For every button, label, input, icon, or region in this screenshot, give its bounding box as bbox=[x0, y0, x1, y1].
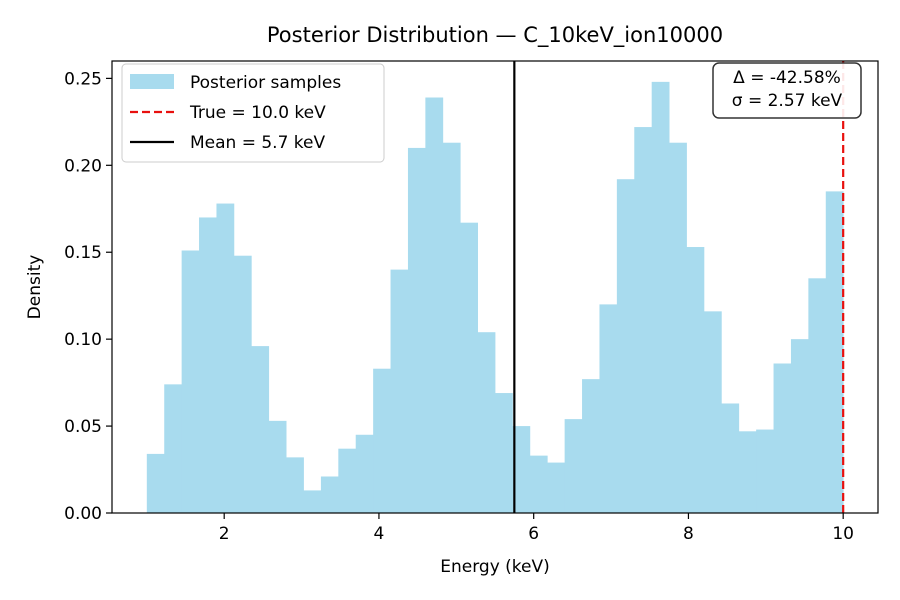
histogram-bar bbox=[634, 127, 653, 514]
histogram-bar bbox=[564, 419, 583, 513]
histogram-bar bbox=[616, 179, 635, 513]
histogram-bar bbox=[303, 490, 322, 513]
histogram-bar bbox=[773, 363, 792, 513]
histogram-bar bbox=[390, 269, 409, 513]
reference-lines bbox=[513, 61, 845, 513]
legend-label-true: True = 10.0 keV bbox=[189, 103, 326, 123]
histogram-bar bbox=[320, 476, 339, 513]
histogram-bar bbox=[268, 420, 287, 513]
histogram-bar bbox=[338, 448, 357, 513]
histogram-bar bbox=[686, 247, 705, 513]
histogram-bar bbox=[407, 147, 426, 513]
histogram-bar bbox=[373, 368, 391, 513]
y-tick-label: 0.20 bbox=[64, 156, 102, 176]
x-tick-label: 8 bbox=[683, 524, 694, 544]
legend-label-mean: Mean = 5.7 keV bbox=[190, 133, 326, 153]
histogram-bar bbox=[216, 203, 235, 514]
histogram-bar bbox=[251, 346, 270, 513]
histogram-bar bbox=[146, 453, 165, 513]
stats-annotation: Δ = -42.58% σ = 2.57 keV bbox=[712, 62, 862, 119]
histogram-bar bbox=[286, 457, 304, 513]
histogram-bar bbox=[756, 429, 774, 513]
histogram-bar bbox=[512, 426, 531, 513]
x-tick-label: 4 bbox=[374, 524, 385, 544]
histogram-bar bbox=[181, 250, 200, 513]
histogram-bar bbox=[738, 431, 757, 513]
histogram-bars bbox=[146, 81, 844, 514]
histogram-bar bbox=[460, 222, 478, 513]
y-tick-label: 0.05 bbox=[64, 417, 102, 437]
y-tick-label: 0.25 bbox=[64, 69, 102, 89]
y-axis-label: Density bbox=[25, 255, 45, 320]
x-tick-label: 2 bbox=[219, 524, 230, 544]
histogram-bar bbox=[808, 278, 827, 513]
x-axis-label: Energy (keV) bbox=[440, 557, 550, 577]
y-tick-label: 0.00 bbox=[64, 504, 102, 524]
legend-frame bbox=[121, 63, 385, 163]
histogram-bar bbox=[529, 455, 548, 513]
histogram-bar bbox=[721, 403, 740, 513]
histogram-bar bbox=[199, 217, 217, 513]
legend: Posterior samples True = 10.0 keV Mean =… bbox=[121, 63, 385, 163]
legend-swatch-posterior bbox=[130, 74, 174, 89]
histogram-bar bbox=[582, 379, 600, 513]
annotation-frame bbox=[712, 62, 862, 119]
histogram-bar bbox=[495, 393, 513, 513]
histogram-bar bbox=[651, 81, 670, 513]
chart-title: Posterior Distribution — C_10keV_ion1000… bbox=[267, 23, 723, 48]
histogram-bar bbox=[669, 142, 687, 513]
y-tick-label: 0.15 bbox=[64, 243, 102, 263]
histogram-bar bbox=[164, 384, 183, 513]
y-tick-label: 0.10 bbox=[64, 330, 102, 350]
histogram-bar bbox=[703, 311, 722, 513]
histogram-bar bbox=[599, 304, 618, 513]
annotation-sigma: σ = 2.57 keV bbox=[732, 91, 843, 111]
histogram-bar bbox=[790, 339, 809, 513]
histogram-bar bbox=[825, 191, 844, 513]
histogram-bar bbox=[355, 434, 374, 513]
annotation-delta: Δ = -42.58% bbox=[733, 68, 841, 88]
histogram-bar bbox=[233, 255, 252, 513]
histogram-bar bbox=[477, 332, 496, 513]
x-axis-ticks: 2 4 6 8 10 bbox=[219, 513, 854, 544]
histogram-bar bbox=[442, 142, 461, 513]
legend-label-posterior: Posterior samples bbox=[190, 73, 341, 93]
x-tick-label: 10 bbox=[832, 524, 854, 544]
histogram-bar bbox=[547, 462, 566, 513]
plot-frame bbox=[111, 60, 879, 514]
y-axis-ticks: 0.00 0.05 0.10 0.15 0.20 0.25 bbox=[64, 69, 112, 524]
x-tick-label: 6 bbox=[528, 524, 539, 544]
histogram-bar bbox=[425, 97, 444, 513]
